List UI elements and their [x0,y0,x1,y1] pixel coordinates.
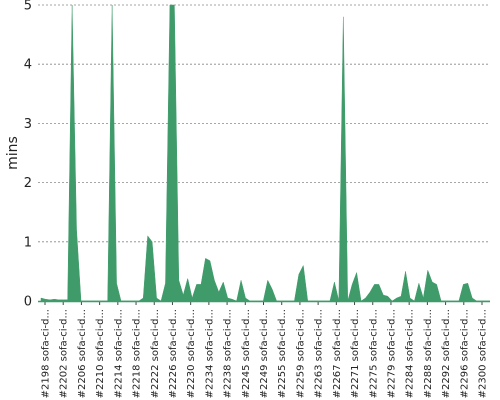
grid-lines [38,4,490,243]
x-tick-label: #2267 sofa-ci-d... [332,309,343,398]
x-tick-label: #2296 sofa-ci-d... [459,309,470,398]
x-tick-label: #2238 sofa-ci-d... [223,309,234,398]
x-tick-label: #2284 sofa-ci-d... [405,309,416,398]
y-tick-label: 0 [24,295,32,310]
x-tick-label: #2210 sofa-ci-d... [95,309,106,398]
x-tick-label: #2271 sofa-ci-d... [350,309,361,398]
x-tick-label: #2214 sofa-ci-d... [113,309,124,398]
x-axis-ticks: #2198 sofa-ci-d... #2202 sofa-ci-d... #220… [41,301,489,398]
x-tick-label: #2300 sofa-ci-d... [478,309,489,398]
y-tick-label: 5 [24,0,32,14]
x-tick-label: #2255 sofa-ci-d... [277,309,288,398]
x-tick-label: #2292 sofa-ci-d... [441,309,452,398]
x-tick-label: #2226 sofa-ci-d... [168,309,179,398]
x-tick-label: #2288 sofa-ci-d... [423,309,434,398]
y-axis-ticks: 0 1 2 3 4 5 [24,0,32,310]
series-area [40,4,490,302]
x-tick-label: #2275 sofa-ci-d... [368,309,379,398]
x-tick-label: #2245 sofa-ci-d... [241,309,252,398]
x-tick-label: #2222 sofa-ci-d... [150,309,161,398]
x-tick-label: #2230 sofa-ci-d... [186,309,197,398]
x-tick-label: #2263 sofa-ci-d... [314,309,325,398]
x-tick-label: #2259 sofa-ci-d... [295,309,306,398]
y-tick-label: 3 [24,117,32,132]
x-tick-label: #2249 sofa-ci-d... [259,309,270,398]
x-tick-label: #2202 sofa-ci-d... [59,309,70,398]
y-tick-label: 2 [24,176,32,191]
y-axis-title: mins [5,136,21,170]
x-tick-label: #2206 sofa-ci-d... [77,309,88,398]
x-tick-label: #2218 sofa-ci-d... [132,309,143,398]
x-tick-label: #2198 sofa-ci-d... [41,309,52,398]
y-tick-label: 4 [24,58,32,73]
x-tick-label: #2234 sofa-ci-d... [204,309,215,398]
y-tick-label: 1 [24,235,32,250]
x-tick-label: #2279 sofa-ci-d... [386,309,397,398]
